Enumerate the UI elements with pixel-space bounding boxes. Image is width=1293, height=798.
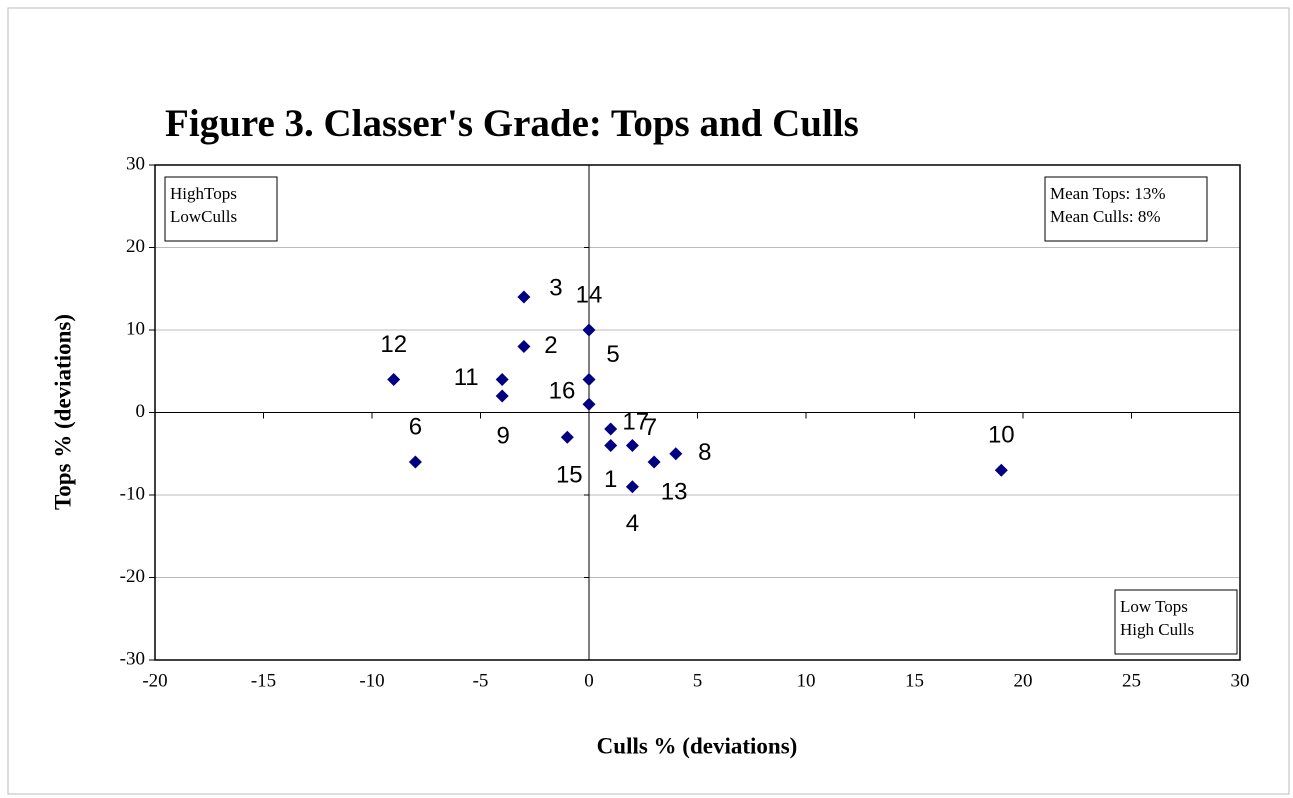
x-axis-label: Culls % (deviations) — [597, 733, 798, 758]
point-label: 7 — [644, 414, 657, 441]
point-label: 5 — [606, 341, 619, 368]
plot-area — [154, 164, 1241, 661]
point-label: 16 — [549, 378, 576, 405]
y-axis-label: Tops % (deviations) — [50, 314, 75, 510]
y-tick-label: 0 — [136, 401, 146, 422]
chart-title: Figure 3. Classer's Grade: Tops and Cull… — [165, 102, 859, 145]
point-label: 2 — [544, 332, 557, 359]
point-label: 10 — [988, 422, 1015, 449]
point-label: 9 — [497, 422, 510, 449]
y-tick-label: -30 — [120, 648, 145, 669]
annotation-text: Low Tops — [1120, 597, 1188, 616]
point — [495, 373, 509, 386]
x-tick-label: 25 — [1122, 670, 1141, 691]
point — [625, 439, 639, 452]
point — [582, 397, 596, 411]
annotation-box — [164, 176, 278, 242]
point-label: 13 — [661, 478, 688, 505]
point — [647, 455, 661, 469]
x-tick-label: 20 — [1014, 670, 1033, 691]
x-tick-label: 30 — [1231, 670, 1250, 691]
x-tick-label: -10 — [359, 670, 384, 691]
annotation-text: HighTops — [170, 184, 237, 203]
point-label: 17 — [622, 408, 649, 435]
point — [560, 430, 574, 444]
point-label: 1 — [604, 466, 617, 493]
x-tick-label: -20 — [142, 670, 167, 691]
annotation-text: LowCulls — [170, 207, 237, 226]
annotation-text: Mean Culls: 8% — [1050, 207, 1161, 226]
y-tick-label: 30 — [126, 153, 145, 174]
point — [604, 422, 618, 436]
y-tick-label: -10 — [120, 483, 145, 504]
y-tick-label: 10 — [126, 318, 145, 339]
frame — [7, 7, 1290, 795]
x-tick-label: 15 — [905, 670, 924, 691]
x-tick-label: 0 — [584, 670, 594, 691]
point — [387, 373, 401, 386]
point — [994, 463, 1008, 477]
x-tick-label: 10 — [797, 670, 816, 691]
point — [408, 455, 422, 469]
point — [625, 480, 639, 494]
x-tick-label: 5 — [693, 670, 703, 691]
point-label: 8 — [698, 439, 711, 466]
annotation-box — [1044, 176, 1208, 242]
point-label: 11 — [454, 364, 479, 391]
point — [517, 340, 531, 353]
point-label: 15 — [556, 462, 583, 489]
point-label: 4 — [626, 510, 639, 537]
point — [604, 439, 618, 452]
x-tick-label: -5 — [473, 670, 489, 691]
annotation-box — [1114, 589, 1238, 655]
point — [669, 447, 683, 461]
point — [517, 290, 531, 304]
x-tick-label: -15 — [251, 670, 276, 691]
point-label: 6 — [409, 413, 422, 440]
annotation-text: High Culls — [1120, 620, 1194, 639]
annotation-text: Mean Tops: 13% — [1050, 184, 1166, 203]
point-label: 14 — [576, 281, 603, 308]
y-tick-label: 20 — [126, 236, 145, 257]
point-label: 12 — [380, 331, 407, 358]
point — [495, 389, 509, 403]
y-tick-label: -20 — [120, 566, 145, 587]
point — [582, 323, 596, 337]
point-label: 3 — [549, 274, 562, 301]
point — [582, 373, 596, 386]
